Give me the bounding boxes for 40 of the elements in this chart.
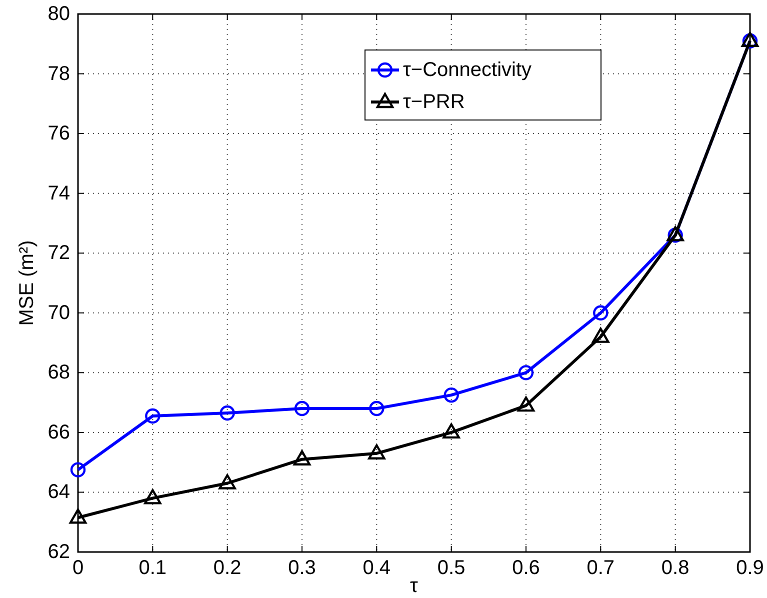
x-tick-label: 0.2 bbox=[213, 557, 242, 579]
y-tick-label: 64 bbox=[48, 481, 70, 504]
y-tick-label: 70 bbox=[48, 302, 70, 324]
legend-label: τ−Connectivity bbox=[403, 59, 532, 81]
point bbox=[593, 305, 608, 320]
point bbox=[294, 400, 310, 416]
point bbox=[517, 396, 535, 412]
y-tick-label: 62 bbox=[48, 541, 70, 563]
x-tick-label: 0.6 bbox=[512, 557, 540, 579]
point bbox=[442, 423, 460, 439]
point bbox=[70, 462, 86, 478]
x-tick-label: 0.3 bbox=[288, 557, 316, 579]
y-tick-label: 66 bbox=[48, 421, 70, 444]
point bbox=[69, 508, 87, 524]
x-tick-label: 0.9 bbox=[736, 557, 764, 579]
x-tick-label: 0.7 bbox=[586, 557, 615, 579]
x-tick-label: 0.1 bbox=[138, 557, 167, 579]
x-tick-label: 0.8 bbox=[661, 557, 690, 579]
y-tick-label: 74 bbox=[48, 182, 70, 204]
x-axis-title: τ bbox=[410, 575, 418, 597]
point bbox=[144, 489, 162, 504]
y-axis-title: MSE (m²) bbox=[16, 240, 38, 326]
point bbox=[218, 474, 236, 490]
x-tick-label: 0.5 bbox=[437, 557, 466, 579]
x-tick-label: 0.4 bbox=[362, 557, 391, 579]
point bbox=[368, 444, 386, 460]
point bbox=[592, 328, 610, 343]
point bbox=[220, 405, 235, 421]
point bbox=[145, 408, 160, 424]
legend-label: τ−PRR bbox=[403, 91, 465, 113]
point bbox=[293, 450, 311, 466]
point bbox=[518, 365, 534, 380]
y-tick-label: 76 bbox=[48, 122, 70, 145]
y-tick-label: 68 bbox=[48, 362, 70, 384]
point bbox=[369, 400, 384, 416]
y-tick-label: 80 bbox=[48, 3, 70, 25]
x-tick-label: 0 bbox=[72, 557, 84, 579]
point bbox=[444, 387, 459, 403]
y-tick-label: 78 bbox=[48, 62, 70, 85]
y-tick-label: 72 bbox=[48, 242, 70, 264]
